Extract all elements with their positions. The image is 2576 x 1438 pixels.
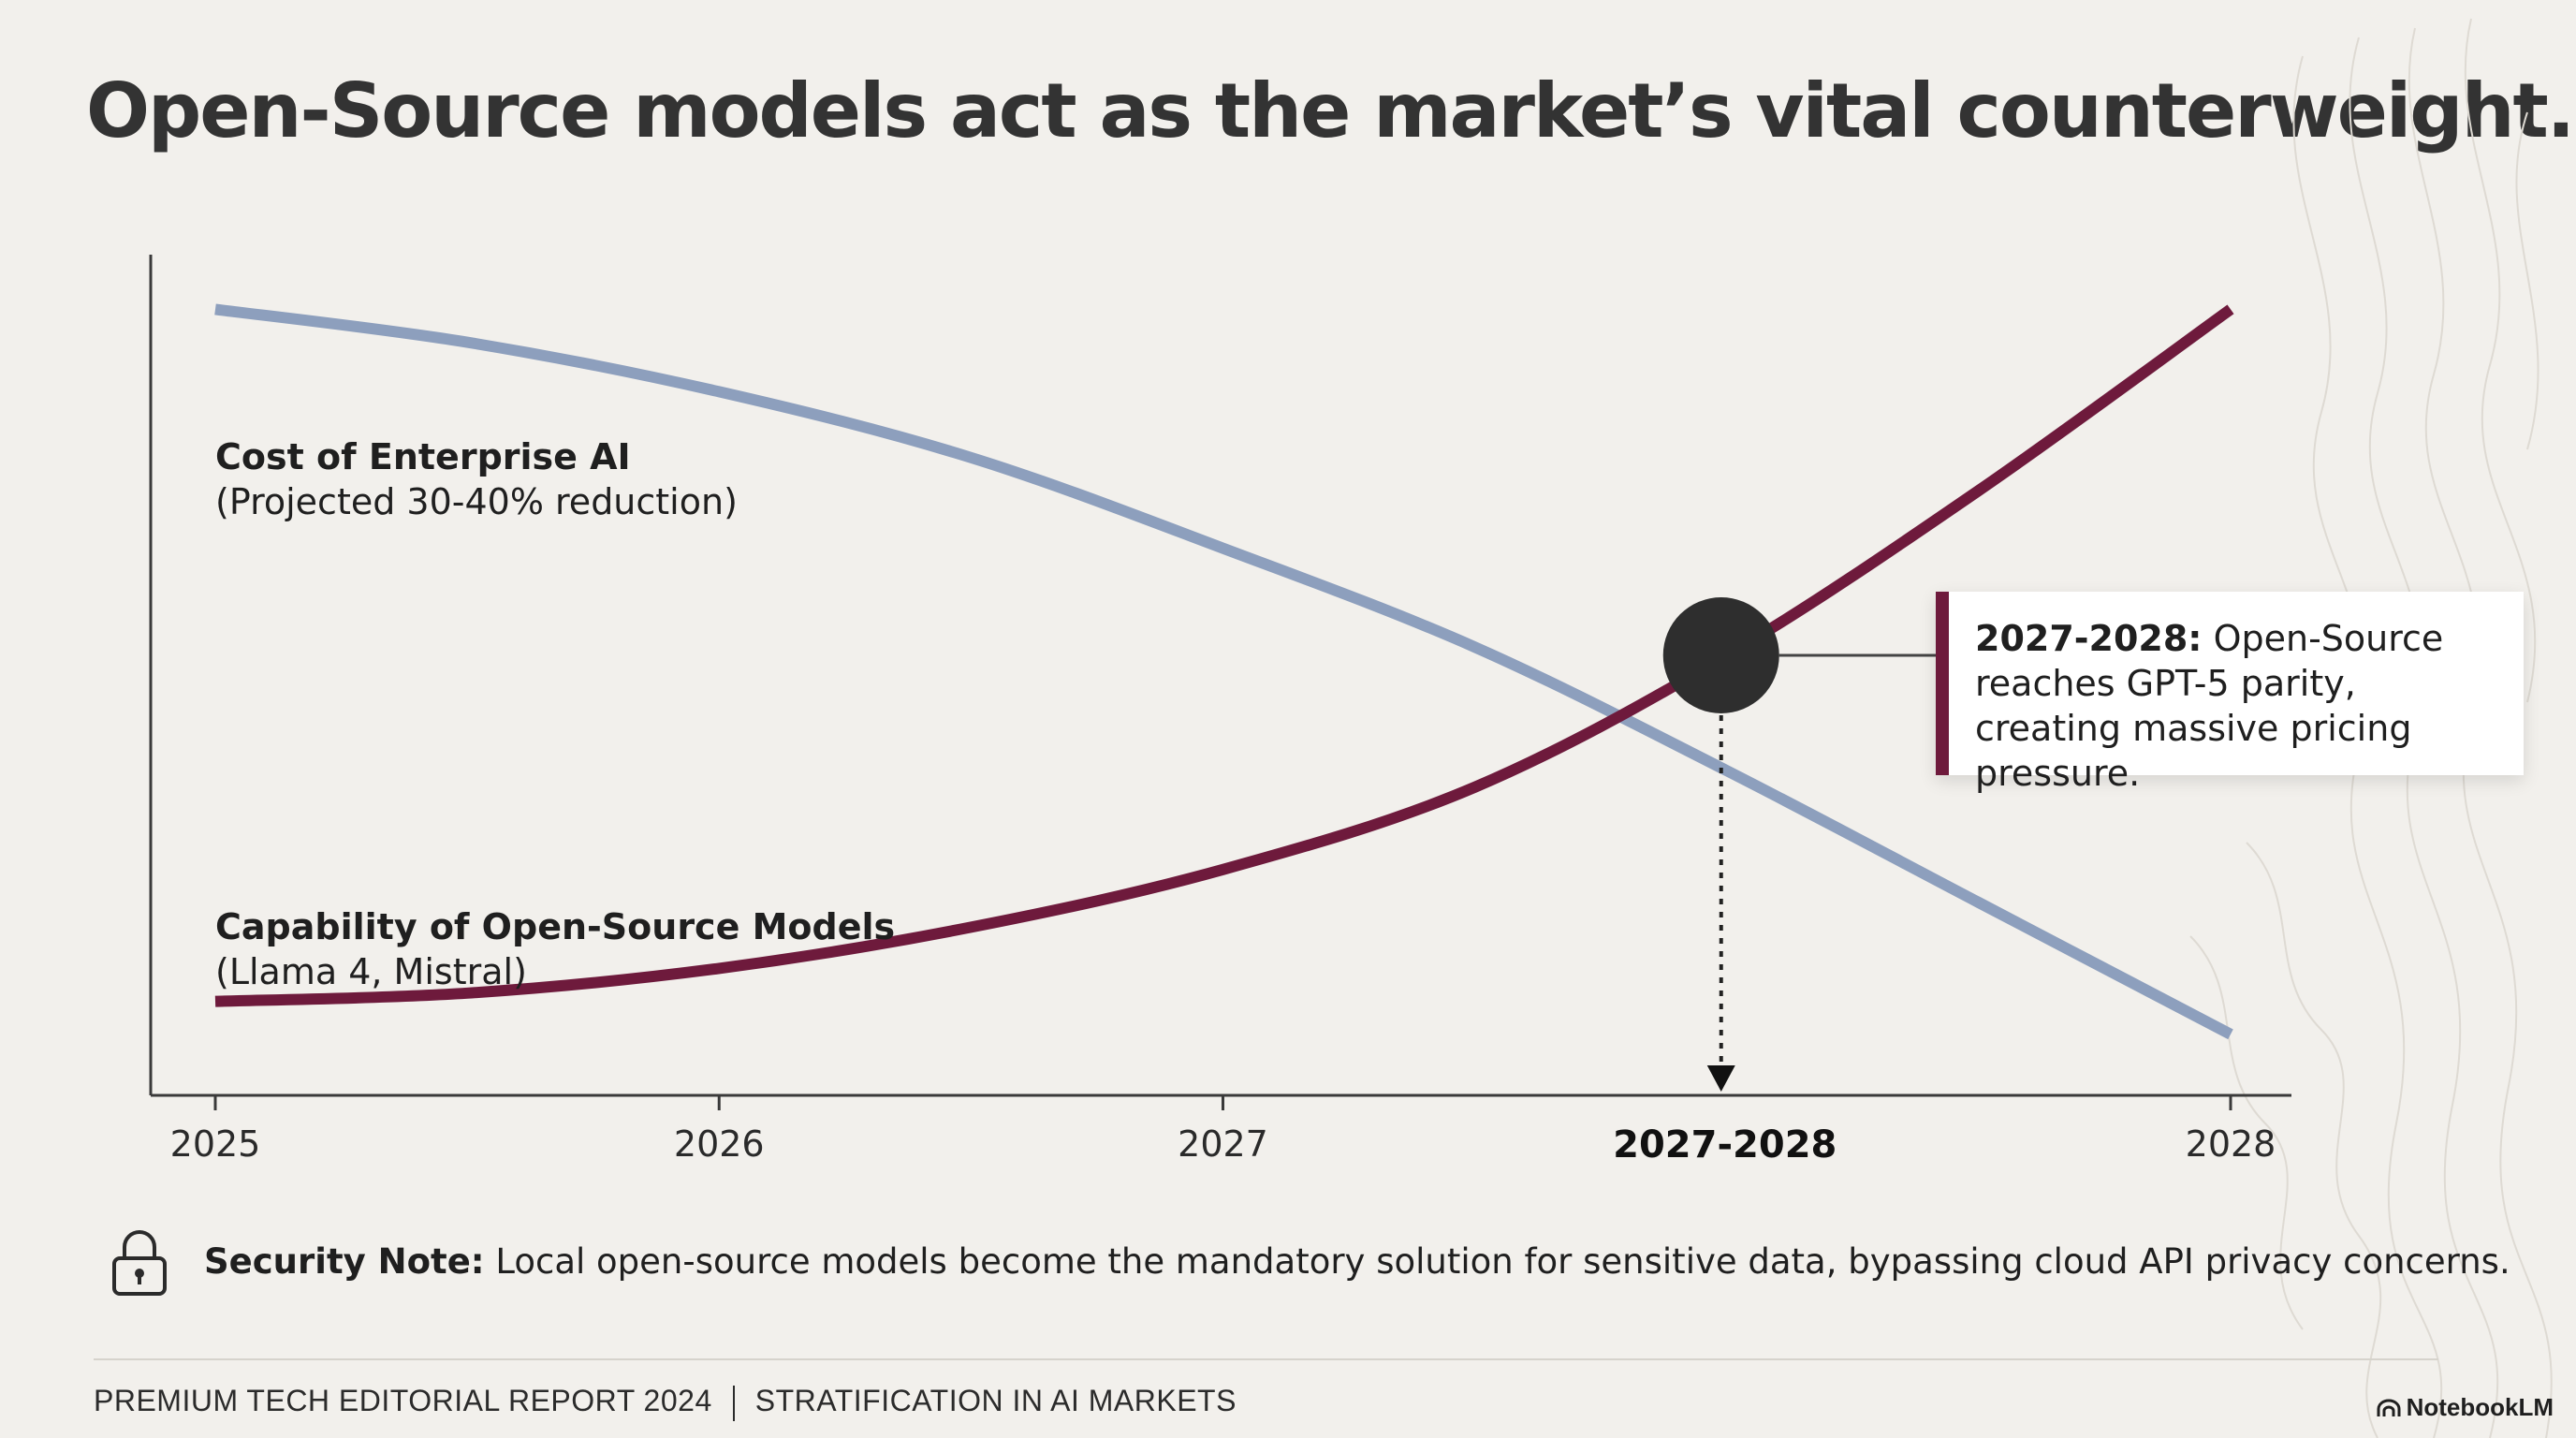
- security-note-text: Security Note: Local open-source models …: [204, 1241, 2510, 1282]
- footer-separator: [732, 1385, 735, 1421]
- callout-head: 2027-2028:: [1975, 618, 2203, 659]
- x-tick-label: 2025: [169, 1123, 261, 1165]
- series-note-capability: (Llama 4, Mistral): [215, 951, 527, 992]
- series-name-cost: Cost of Enterprise AI: [215, 436, 631, 477]
- footer-section-title: STRATIFICATION IN AI MARKETS: [754, 1384, 1237, 1417]
- footer-divider: [94, 1358, 2438, 1360]
- x-tick-label: 2028: [2185, 1123, 2276, 1165]
- callout-text: Open-Source reaches GPT-5 parity, creati…: [1975, 618, 2444, 794]
- footer-report-title: PREMIUM TECH EDITORIAL REPORT 2024: [94, 1384, 712, 1417]
- notebooklm-logo-icon: [2377, 1399, 2401, 1416]
- brand-logo: NotebookLM: [2377, 1393, 2554, 1422]
- footer: PREMIUM TECH EDITORIAL REPORT 2024 STRATI…: [94, 1384, 1237, 1421]
- series-line-capability: [214, 304, 2234, 1007]
- series-label-capability: Capability of Open-Source Models (Llama …: [215, 904, 895, 994]
- x-tick-label-highlight: 2027-2028: [1613, 1123, 1837, 1167]
- series-note-cost: (Projected 30-40% reduction): [215, 481, 738, 522]
- page-title: Open-Source models act as the market’s v…: [86, 67, 2575, 154]
- series-line-cost: [214, 303, 2233, 1040]
- brand-name: NotebookLM: [2406, 1393, 2554, 1421]
- series-label-cost: Cost of Enterprise AI (Projected 30-40% …: [215, 434, 738, 524]
- crossover-marker: [1662, 597, 1779, 713]
- crossover-callout: 2027-2028: Open-Source reaches GPT-5 par…: [1936, 592, 2524, 794]
- security-note: Security Note: Local open-source models …: [110, 1226, 2544, 1301]
- x-tick-label: 2026: [673, 1123, 765, 1165]
- series-name-capability: Capability of Open-Source Models: [215, 906, 896, 947]
- crossover-arrow: [1706, 1065, 1735, 1092]
- x-tick-label: 2027: [1178, 1123, 1268, 1165]
- security-note-lead: Security Note:: [204, 1241, 485, 1282]
- security-note-body: Local open-source models become the mand…: [495, 1241, 2510, 1282]
- lock-icon: [112, 1230, 167, 1296]
